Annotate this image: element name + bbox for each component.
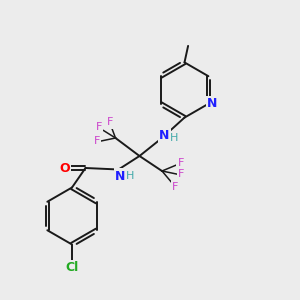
Text: F: F bbox=[172, 182, 179, 192]
Text: N: N bbox=[159, 129, 170, 142]
Text: F: F bbox=[178, 169, 185, 179]
Text: O: O bbox=[59, 161, 70, 175]
Text: N: N bbox=[115, 169, 125, 183]
Text: N: N bbox=[207, 97, 217, 110]
Text: F: F bbox=[96, 122, 102, 133]
Text: H: H bbox=[126, 171, 135, 181]
Text: F: F bbox=[94, 136, 100, 146]
Text: Cl: Cl bbox=[65, 261, 79, 274]
Text: F: F bbox=[177, 158, 184, 169]
Text: F: F bbox=[107, 117, 113, 128]
Text: H: H bbox=[170, 133, 178, 143]
